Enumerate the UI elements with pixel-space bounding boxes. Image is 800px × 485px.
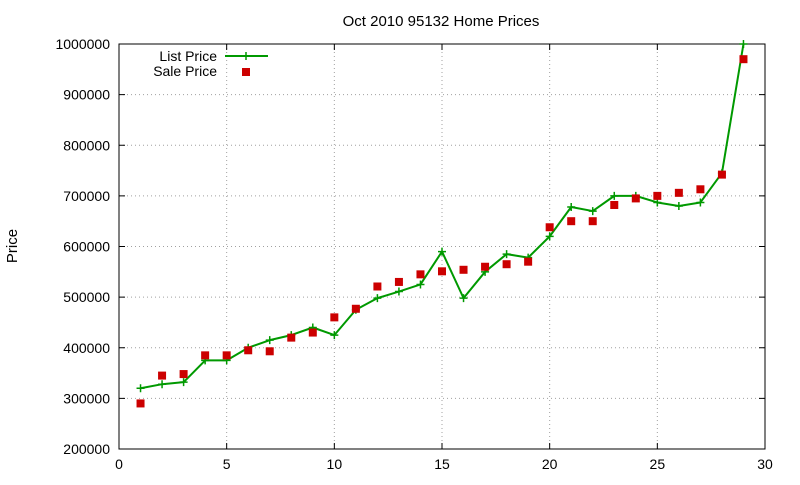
sale-price-point [136, 399, 145, 408]
x-tick-label: 25 [650, 456, 666, 472]
x-tick-label: 0 [115, 456, 123, 472]
list-price-point [502, 250, 511, 259]
sale-price-point [502, 260, 511, 269]
y-tick-label: 700000 [63, 188, 110, 204]
sale-price-point [653, 191, 662, 200]
series-layer [136, 40, 748, 408]
sale-price-point [545, 223, 554, 232]
y-axis-label: Price [4, 229, 21, 263]
list-price-point [136, 384, 145, 393]
y-tick-label: 400000 [63, 340, 110, 356]
list-price-point [674, 202, 683, 210]
list-price-point [610, 191, 619, 200]
sale-price-point [373, 282, 382, 291]
list-price-point [330, 331, 339, 340]
x-tick-label: 15 [434, 456, 450, 472]
list-price-point [545, 232, 554, 241]
sale-price-point [416, 270, 425, 279]
sale-price-point [287, 333, 296, 342]
list-price-point [459, 294, 468, 303]
list-price-point [588, 207, 597, 216]
list-price-point [394, 287, 403, 296]
legend: List Price Sale Price [153, 48, 268, 79]
x-tick-label: 10 [327, 456, 343, 472]
x-tick-label: 30 [757, 456, 773, 472]
x-tick-label: 5 [223, 456, 231, 472]
sale-price-point [330, 313, 339, 322]
sale-price-point [717, 170, 726, 179]
sale-price-point [631, 194, 640, 203]
list-price-point [265, 336, 274, 345]
y-tick-label: 200000 [63, 441, 110, 457]
list-price-point [438, 247, 446, 256]
sale-price-point [588, 217, 597, 226]
sale-price-point [308, 328, 317, 337]
list-price-point [696, 198, 705, 207]
sale-price-point [158, 371, 167, 380]
sale-price-point [179, 370, 188, 379]
sale-price-point [567, 217, 576, 226]
y-tick-label: 800000 [63, 137, 110, 153]
legend-label-sale-price: Sale Price [153, 63, 217, 79]
sale-price-point [481, 262, 490, 271]
sale-price-point [524, 257, 533, 266]
sale-price-point [201, 351, 210, 360]
sale-price-point [459, 265, 468, 274]
y-tick-label: 300000 [63, 390, 110, 406]
sale-price-point [351, 304, 360, 313]
legend-marker-list-price [242, 52, 250, 60]
axis-ticks: 0 5 10 15 20 25 30 200000 300000 400000 500000 6000… [55, 36, 773, 472]
chart-title: Oct 2010 95132 Home Prices [343, 13, 540, 30]
list-price-point [567, 203, 576, 212]
sale-price-point [265, 347, 274, 356]
sale-price-point [674, 188, 683, 197]
sale-price-point [610, 200, 619, 209]
list-price-point [179, 378, 188, 387]
sale-price-point [438, 267, 446, 276]
list-price-point [416, 280, 425, 289]
sale-price-point [696, 185, 705, 194]
y-tick-label: 900000 [63, 87, 110, 103]
sale-price-point [244, 346, 253, 355]
legend-swatch-sale-price [242, 68, 250, 76]
list-price-point [373, 294, 382, 303]
list-price-point [739, 40, 748, 48]
y-tick-label: 500000 [63, 289, 110, 305]
y-tick-label: 1000000 [55, 36, 110, 52]
list-price-point [158, 380, 167, 389]
sale-price-point [739, 55, 748, 64]
grid [119, 44, 765, 449]
sale-price-point [394, 277, 403, 286]
sale-price-point [222, 351, 231, 360]
y-tick-label: 600000 [63, 239, 110, 255]
x-tick-label: 20 [542, 456, 558, 472]
legend-label-list-price: List Price [159, 48, 217, 64]
